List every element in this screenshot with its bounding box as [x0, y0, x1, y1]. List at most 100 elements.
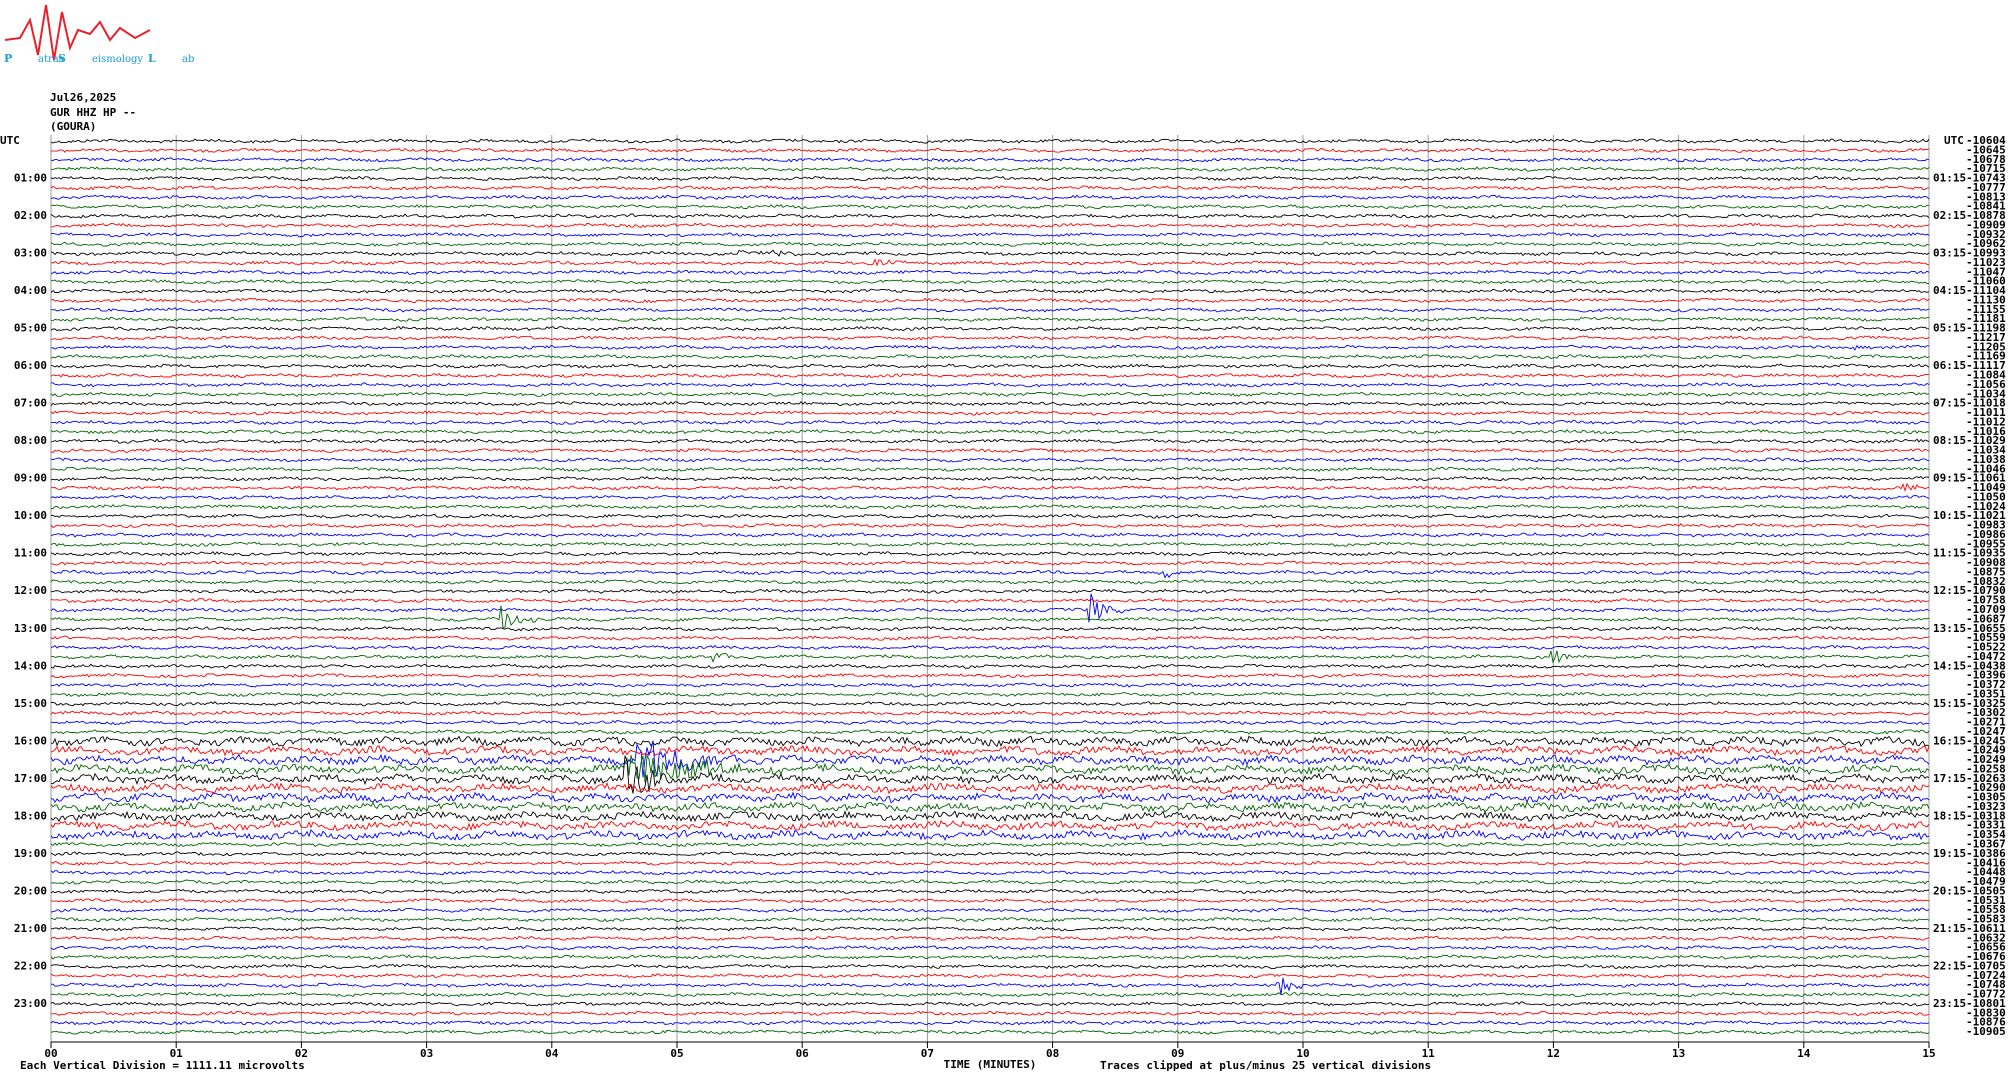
hour-label-right: 17:15	[1933, 772, 1966, 785]
hour-label-left: 13:00	[14, 622, 47, 635]
hour-label-right: 21:15	[1933, 922, 1966, 935]
x-tick-label: 12	[1547, 1047, 1560, 1060]
trace	[50, 1010, 1930, 1016]
x-tick-label: 09	[1171, 1047, 1184, 1060]
hour-label-right: 03:15	[1933, 247, 1966, 260]
trace-offset: -10790	[1966, 584, 2006, 597]
trace	[50, 391, 1930, 397]
trace	[50, 691, 1930, 697]
trace	[50, 991, 1930, 998]
trace	[50, 755, 1930, 794]
trace-offset: -11016	[1966, 425, 2006, 438]
trace-offset: -10611	[1966, 922, 2006, 935]
trace-offset: -10676	[1966, 950, 2006, 963]
hour-label-right: 18:15	[1933, 809, 1966, 822]
trace-offset: -11018	[1966, 397, 2006, 410]
trace	[50, 907, 1930, 913]
trace	[50, 1020, 1930, 1026]
trace	[50, 593, 1930, 623]
trace	[51, 316, 1930, 322]
trace-offset: -10372	[1966, 678, 2006, 691]
hour-label-left: 17:00	[14, 772, 47, 785]
trace	[51, 419, 1930, 426]
trace-offset: -10878	[1966, 209, 2006, 222]
trace	[51, 977, 1930, 995]
trace	[50, 279, 1930, 285]
trace	[50, 166, 1930, 172]
trace-offset: -11047	[1966, 265, 2006, 278]
trace-offset: -10935	[1966, 547, 2006, 560]
hour-label-right: 04:15	[1933, 284, 1966, 297]
trace	[50, 579, 1930, 585]
hour-label-right: 08:15	[1933, 434, 1966, 447]
trace-offset: -10932	[1966, 228, 2006, 241]
hour-label-left: 07:00	[14, 397, 47, 410]
trace	[50, 194, 1930, 200]
date: Jul26,2025	[50, 91, 116, 104]
trace-offset: -10558	[1966, 903, 2006, 916]
hour-label-right: 12:15	[1933, 584, 1966, 597]
trace	[50, 729, 1930, 735]
trace	[50, 701, 1930, 707]
trace-offset: -10832	[1966, 575, 2006, 588]
trace-offset: -11038	[1966, 453, 2006, 466]
trace	[50, 222, 1930, 229]
trace	[50, 344, 1930, 351]
trace-offset: -10479	[1966, 875, 2006, 888]
x-title: TIME (MINUTES)	[944, 1058, 1037, 1071]
trace-offset: -10758	[1966, 594, 2006, 607]
traces	[50, 138, 1930, 1035]
trace-offset: -10531	[1966, 894, 2006, 907]
trace	[50, 945, 1930, 951]
hour-label-left: 05:00	[14, 322, 47, 335]
site: (GOURA)	[50, 120, 96, 133]
trace	[50, 869, 1930, 876]
trace	[50, 551, 1930, 557]
trace	[50, 860, 1930, 867]
trace	[50, 457, 1930, 463]
hour-label-right: 20:15	[1933, 884, 1966, 897]
hour-label-right: 14:15	[1933, 659, 1966, 672]
trace-offset: -10645	[1966, 143, 2006, 156]
utc-left: UTC	[0, 134, 20, 147]
trace	[50, 719, 1930, 726]
trace-offset: -10724	[1966, 969, 2006, 982]
trace	[50, 954, 1930, 960]
trace	[50, 819, 1930, 832]
trace	[50, 888, 1930, 894]
trace	[50, 428, 1930, 435]
hour-label-left: 18:00	[14, 809, 47, 822]
trace	[50, 522, 1930, 529]
trace-offset: -10909	[1966, 218, 2006, 231]
hour-label-right: 10:15	[1933, 509, 1966, 522]
trace-offset: -10258	[1966, 762, 2006, 775]
clip-note: Traces clipped at plus/minus 25 vertical…	[1100, 1059, 1431, 1072]
hour-label-left: 15:00	[14, 697, 47, 710]
trace-offset: -11217	[1966, 331, 2006, 344]
trace-offset: -11104	[1966, 284, 2006, 297]
trace	[50, 438, 1930, 444]
trace	[50, 382, 1930, 388]
hour-label-right: 07:15	[1933, 397, 1966, 410]
trace	[50, 963, 1929, 969]
trace	[50, 147, 1930, 153]
trace	[50, 916, 1930, 923]
x-tick-label: 15	[1922, 1047, 1935, 1060]
trace	[50, 754, 1930, 783]
trace-offset: -11117	[1966, 359, 2006, 372]
trace	[50, 504, 1930, 510]
x-tick-label: 02	[295, 1047, 308, 1060]
trace	[50, 898, 1930, 904]
trace	[50, 363, 1930, 369]
trace-offset: -11034	[1966, 444, 2006, 457]
trace	[50, 335, 1930, 341]
trace-offset: -11056	[1966, 378, 2006, 391]
trace-offset: -10351	[1966, 687, 2006, 700]
trace-offset: -10448	[1966, 866, 2006, 879]
trace	[50, 791, 1930, 804]
trace-offset: -10905	[1966, 1025, 2006, 1038]
trace-offset: -10813	[1966, 190, 2006, 203]
trace-offset: -10247	[1966, 725, 2006, 738]
trace-offset: -10438	[1966, 659, 2006, 672]
trace-offset: -10962	[1966, 237, 2006, 250]
